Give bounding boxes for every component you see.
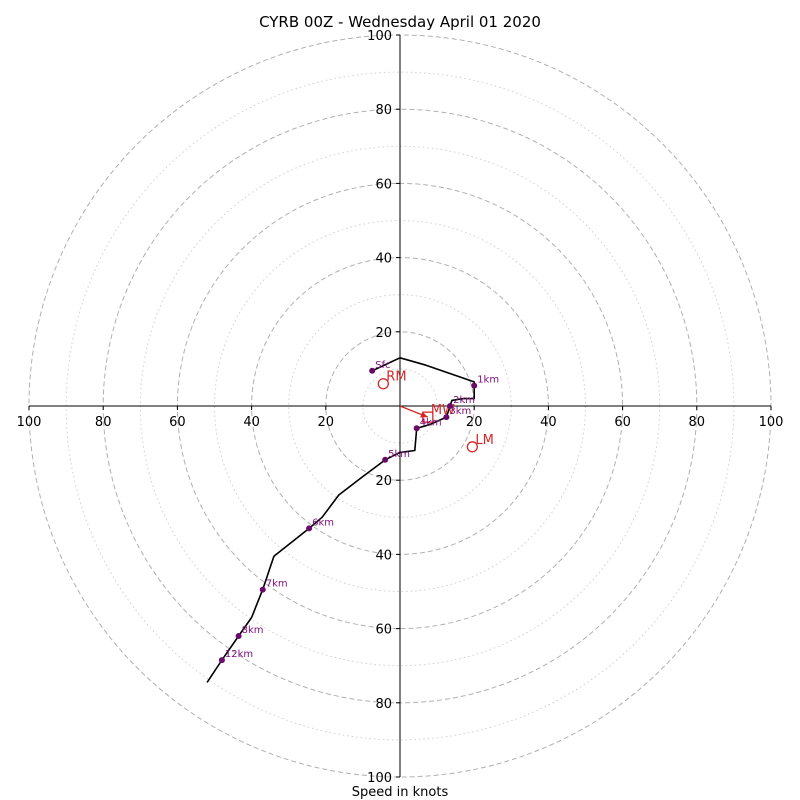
y-tick-label: 20 [375, 474, 392, 489]
x-tick-label: 20 [466, 415, 483, 430]
height-label-1km: 1km [477, 375, 499, 386]
storm-motion-lm-marker [466, 441, 478, 453]
height-marker-8km [235, 633, 242, 640]
y-tick-label: 100 [367, 29, 392, 44]
y-tick-label: 40 [375, 252, 392, 267]
height-label-3km: 3km [449, 406, 471, 417]
height-label-sfc: Sfc [375, 360, 390, 371]
height-marker-4km [413, 425, 420, 432]
height-marker-12km [218, 657, 225, 664]
y-tick-label: 60 [375, 623, 392, 638]
height-marker-3km [443, 414, 450, 421]
y-tick-label: 60 [375, 177, 392, 192]
chart-title: CYRB 00Z - Wednesday April 01 2020 [259, 13, 541, 31]
mean-wind-arrow-head [420, 411, 428, 418]
height-label-8km: 8km [242, 625, 264, 636]
hodograph-line [206, 356, 476, 683]
hodograph-trace [206, 356, 476, 683]
x-tick-label: 20 [318, 415, 335, 430]
height-label-7km: 7km [266, 579, 288, 590]
storm-motion-rm-marker [377, 378, 389, 390]
axes: 100 80 60 40 20 20 40 60 80 100 20 20 40 40 60 60 80 80 10… [17, 29, 784, 786]
height-marker-1km [471, 382, 478, 389]
x-tick-label: 40 [243, 415, 260, 430]
y-tick-label: 100 [367, 771, 392, 786]
x-axis-label: Speed in knots [352, 785, 449, 800]
storm-motion-mw-marker [422, 411, 434, 423]
x-tick-label: 60 [614, 415, 631, 430]
height-marker-6km [306, 525, 313, 532]
y-tick-label: 80 [375, 697, 392, 712]
x-tick-label: 40 [540, 415, 557, 430]
height-label-4km: 4km [420, 417, 442, 428]
height-label-12km: 12km [225, 649, 253, 660]
y-tick-label: 40 [375, 548, 392, 563]
height-label-5km: 5km [388, 449, 410, 460]
x-tick-label: 80 [95, 415, 112, 430]
height-marker-5km [382, 456, 389, 463]
storm-motion-rm-label: RM [386, 370, 406, 385]
x-tick-label: 100 [17, 415, 42, 430]
x-tick-label: 80 [689, 415, 706, 430]
height-marker-2km [447, 403, 454, 409]
x-tick-label: 100 [759, 415, 784, 430]
height-label-6km: 6km [312, 517, 334, 528]
x-tick-label: 60 [169, 415, 186, 430]
height-label-2km: 2km [453, 395, 475, 406]
storm-motion-lm-label: LM [475, 433, 493, 448]
height-marker-sfc [369, 367, 376, 374]
y-tick-label: 20 [375, 326, 392, 341]
height-marker-7km [259, 586, 266, 593]
y-tick-label: 80 [375, 103, 392, 118]
